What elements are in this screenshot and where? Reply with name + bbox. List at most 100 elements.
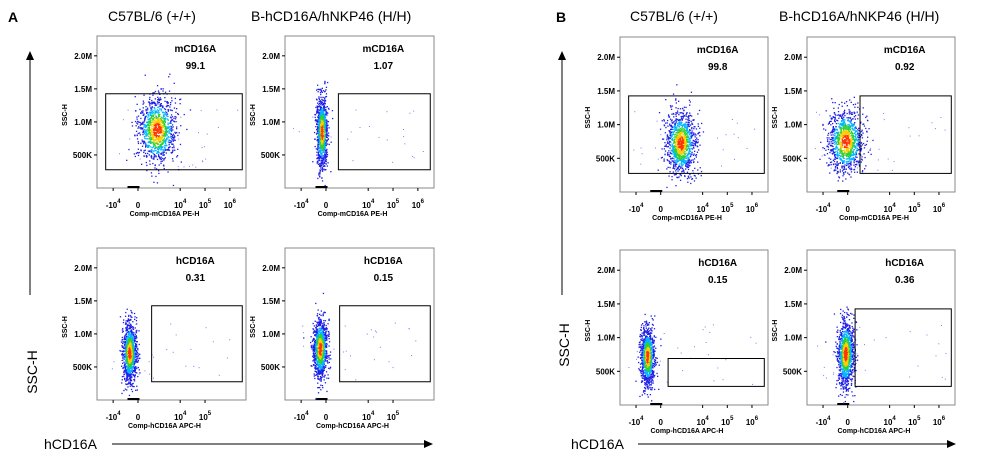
event-dot <box>326 112 328 114</box>
event-dot <box>124 323 127 325</box>
event-dot <box>129 345 132 347</box>
event-dot <box>130 351 132 353</box>
event-dot <box>323 334 326 336</box>
event-dot <box>698 132 700 134</box>
event-dot <box>129 348 131 350</box>
event-dot <box>159 125 161 127</box>
event-dot <box>126 369 129 371</box>
event-dot <box>325 106 327 108</box>
event-dot <box>319 169 321 171</box>
event-dot <box>314 364 316 367</box>
event-dot <box>324 374 326 376</box>
event-dot <box>316 338 318 341</box>
event-dot <box>170 114 173 116</box>
event-dot <box>154 113 156 115</box>
event-dot <box>127 379 129 381</box>
outlier-dot <box>135 323 137 325</box>
event-dot <box>319 134 321 136</box>
event-dot <box>312 332 314 334</box>
event-dot <box>151 148 153 151</box>
event-dot <box>176 156 178 158</box>
event-dot <box>147 141 149 144</box>
event-dot <box>154 124 156 126</box>
y-tick-label: 1.5M <box>74 85 92 94</box>
event-dot <box>145 138 147 140</box>
event-dot <box>159 144 161 146</box>
event-dot <box>171 116 174 118</box>
event-dot <box>321 170 324 172</box>
event-dot <box>137 375 139 378</box>
event-dot <box>130 369 132 372</box>
event-dot <box>314 367 316 369</box>
column-header-humanized-a: B-hCD16A/hNKP46 (H/H) <box>251 8 411 24</box>
outlier-dot <box>413 157 415 159</box>
event-dot <box>159 131 161 133</box>
event-dot <box>318 127 320 129</box>
event-dot <box>330 171 332 173</box>
event-dot <box>135 366 137 368</box>
event-dot <box>684 127 686 129</box>
event-dot <box>320 132 322 134</box>
event-dot <box>327 132 330 134</box>
event-dot <box>318 338 321 340</box>
event-dot <box>131 368 133 370</box>
event-dot <box>133 364 135 366</box>
event-dot <box>329 354 331 356</box>
event-dot <box>314 339 316 342</box>
event-dot <box>319 143 321 145</box>
event-dot <box>164 128 166 130</box>
event-dot <box>327 107 330 110</box>
event-dot <box>319 172 321 174</box>
event-dot <box>315 326 317 328</box>
event-dot <box>177 148 179 150</box>
event-dot <box>322 362 325 365</box>
outlier-dot <box>180 116 182 118</box>
event-dot <box>150 112 152 114</box>
event-dot <box>317 119 319 121</box>
event-dot <box>136 116 138 118</box>
event-dot <box>319 337 321 339</box>
event-dot <box>165 152 167 154</box>
event-dot <box>324 98 326 100</box>
event-dot <box>163 124 165 126</box>
event-dot <box>147 127 149 129</box>
event-dot <box>132 350 134 352</box>
event-dot <box>155 118 157 120</box>
event-dot <box>312 322 314 325</box>
event-dot <box>324 351 326 353</box>
event-dot <box>317 136 319 138</box>
event-dot <box>125 370 127 372</box>
outlier-dot <box>403 136 405 138</box>
event-dot <box>167 115 169 118</box>
event-dot <box>318 344 320 347</box>
event-dot <box>326 338 328 340</box>
event-dot <box>132 336 134 338</box>
event-dot <box>320 119 323 121</box>
event-dot <box>160 110 162 112</box>
event-dot <box>322 354 324 356</box>
event-dot <box>324 347 327 349</box>
event-dot <box>167 105 170 107</box>
event-dot <box>324 154 327 156</box>
event-dot <box>156 118 158 120</box>
event-dot <box>327 362 329 364</box>
event-dot <box>320 346 323 348</box>
event-dot <box>316 368 318 370</box>
event-dot <box>153 146 155 148</box>
event-dot <box>121 329 124 331</box>
event-dot <box>128 341 130 343</box>
event-dot <box>160 158 163 161</box>
event-dot <box>135 359 137 361</box>
event-dot <box>318 327 321 330</box>
event-dot <box>143 150 145 152</box>
event-dot <box>322 336 324 338</box>
event-dot <box>318 132 320 134</box>
event-dot <box>159 141 161 143</box>
event-dot <box>153 134 155 136</box>
event-dot <box>169 146 171 148</box>
event-dot <box>319 327 321 329</box>
outlier-dot <box>217 126 219 128</box>
event-dot <box>690 159 693 161</box>
event-dot <box>126 389 128 391</box>
y-tick-label: 1.5M <box>597 87 615 96</box>
